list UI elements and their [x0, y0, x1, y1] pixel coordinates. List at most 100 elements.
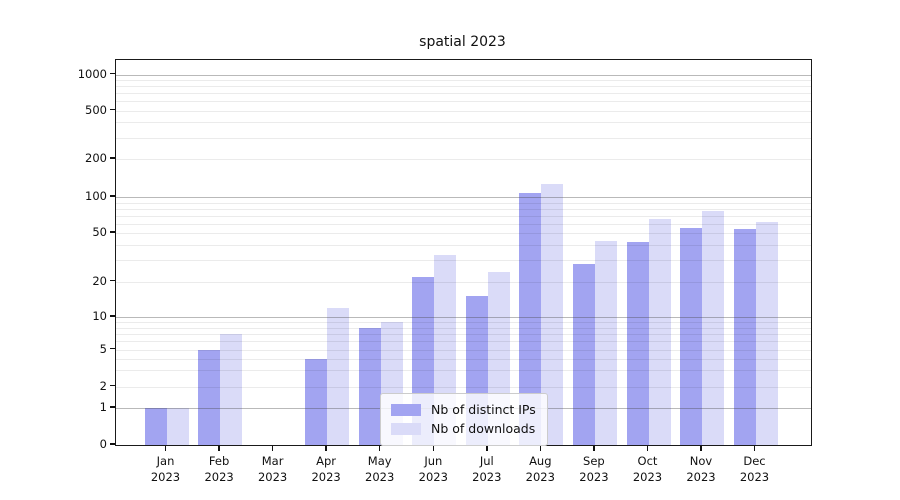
- gridline-minor-80: [116, 208, 811, 210]
- x-tick-label-jul: Jul 2023: [472, 454, 502, 484]
- gridline-minor-7: [116, 333, 811, 335]
- gridline-minor-4: [116, 358, 811, 360]
- y-tick-label-50: 50: [92, 225, 107, 239]
- bar-distinct-ips-jan: [144, 408, 167, 445]
- bar-distinct-ips-apr: [305, 358, 328, 445]
- gridline-minor-40: [116, 244, 811, 246]
- bar-distinct-ips-nov: [680, 228, 702, 445]
- gridline-minor-900: [116, 80, 811, 81]
- y-tick-1: [109, 406, 115, 408]
- x-tick-label-nov: Nov 2023: [686, 454, 716, 484]
- bar-downloads-sep: [594, 241, 617, 445]
- x-tick-nov: [700, 445, 702, 451]
- x-tick-jun: [432, 445, 434, 451]
- x-tick-label-may: May 2023: [365, 454, 395, 484]
- y-tick-label-5: 5: [99, 341, 107, 356]
- x-tick-apr: [325, 445, 327, 451]
- y-tick-1000: [109, 72, 115, 75]
- bar-downloads-nov: [702, 211, 724, 445]
- x-tick-label-dec: Dec 2023: [739, 454, 770, 484]
- bar-distinct-ips-oct: [626, 242, 649, 445]
- x-tick-label-feb: Feb 2023: [204, 454, 234, 484]
- bar-distinct-ips-may: [358, 327, 381, 445]
- x-tick-jul: [486, 445, 488, 451]
- plot-area: Nb of distinct IPs Nb of downloads: [115, 59, 812, 446]
- y-tick-label-1000: 1000: [77, 66, 107, 81]
- x-tick-sep: [593, 445, 595, 451]
- gridline-minor-5: [116, 349, 811, 351]
- bar-downloads-dec: [755, 221, 778, 445]
- y-tick-label-1: 1: [99, 400, 107, 414]
- bar-downloads-jan: [166, 408, 189, 445]
- gridline-minor-30: [116, 260, 811, 261]
- y-tick-100: [109, 195, 115, 197]
- x-tick-label-mar: Mar 2023: [257, 454, 288, 484]
- gridline-minor-600: [116, 101, 811, 102]
- x-tick-label-oct: Oct 2023: [632, 454, 663, 484]
- x-tick-oct: [646, 445, 649, 451]
- x-tick-may: [378, 445, 381, 451]
- x-tick-label-apr: Apr 2023: [311, 454, 341, 484]
- x-tick-label-jan: Jan 2023: [150, 454, 181, 484]
- x-tick-feb: [218, 445, 220, 451]
- bar-distinct-ips-feb: [198, 349, 220, 445]
- y-tick-label-100: 100: [85, 189, 107, 203]
- gridline-minor-20: [116, 281, 811, 283]
- legend-label-downloads: Nb of downloads: [431, 421, 536, 436]
- gridline-minor-70: [116, 215, 811, 217]
- gridline-minor-8: [116, 327, 811, 329]
- legend-swatch-distinct-ips: [391, 403, 421, 416]
- legend-item-downloads: Nb of downloads: [391, 419, 537, 438]
- gridline-minor-500: [116, 110, 811, 112]
- bar-downloads-apr: [327, 307, 350, 445]
- x-tick-jan: [164, 445, 167, 451]
- bar-downloads-aug: [541, 183, 564, 445]
- legend-swatch-downloads: [391, 422, 421, 435]
- y-tick-label-500: 500: [85, 102, 107, 117]
- legend-item-distinct-ips: Nb of distinct IPs: [391, 400, 537, 419]
- y-tick-2: [109, 384, 115, 387]
- gridline-minor-300: [116, 137, 811, 139]
- gridline-minor-3: [116, 370, 811, 372]
- gridline-minor-90: [116, 202, 811, 204]
- y-tick-50: [109, 231, 115, 233]
- x-tick-label-sep: Sep 2023: [579, 454, 609, 484]
- y-tick-label-200: 200: [85, 151, 107, 165]
- chart-title: spatial 2023: [419, 34, 506, 50]
- gridline-minor-200: [116, 159, 811, 160]
- y-tick-label-2: 2: [99, 378, 107, 393]
- y-tick-5: [109, 347, 115, 350]
- gridline-minor-9: [116, 321, 811, 323]
- y-tick-0: [109, 443, 115, 445]
- bar-downloads-feb: [220, 333, 242, 445]
- gridline-minor-2: [116, 386, 811, 388]
- y-tick-label-10: 10: [92, 309, 107, 323]
- legend: Nb of distinct IPs Nb of downloads: [380, 393, 548, 446]
- bar-downloads-oct: [648, 218, 671, 445]
- gridline-minor-400: [116, 122, 811, 124]
- y-tick-10: [109, 315, 115, 317]
- bar-distinct-ips-aug: [519, 192, 542, 445]
- y-tick-label-20: 20: [92, 273, 107, 288]
- bar-distinct-ips-sep: [572, 263, 595, 445]
- y-tick-label-0: 0: [99, 437, 107, 451]
- gridline-major-1000: [116, 74, 811, 76]
- gridline-minor-60: [116, 223, 811, 225]
- gridline-major-100: [116, 197, 811, 198]
- gridline-minor-700: [116, 93, 811, 94]
- x-tick-label-aug: Aug 2023: [525, 454, 555, 484]
- y-tick-200: [109, 157, 115, 159]
- gridline-minor-800: [116, 86, 811, 88]
- x-tick-dec: [753, 445, 756, 451]
- gridline-major-10: [116, 317, 811, 318]
- y-tick-500: [109, 108, 115, 111]
- x-tick-mar: [271, 445, 274, 451]
- x-tick-aug: [539, 445, 542, 451]
- legend-label-distinct-ips: Nb of distinct IPs: [431, 402, 536, 417]
- gridline-minor-6: [116, 341, 811, 342]
- bar-distinct-ips-dec: [733, 229, 756, 445]
- x-tick-label-jun: Jun 2023: [418, 454, 448, 484]
- y-tick-20: [109, 279, 115, 282]
- gridline-minor-50: [116, 233, 811, 234]
